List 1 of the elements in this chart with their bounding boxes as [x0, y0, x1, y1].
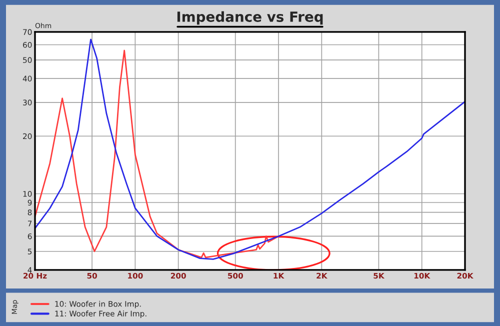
chart-title: Impedance vs Freq [177, 11, 323, 25]
